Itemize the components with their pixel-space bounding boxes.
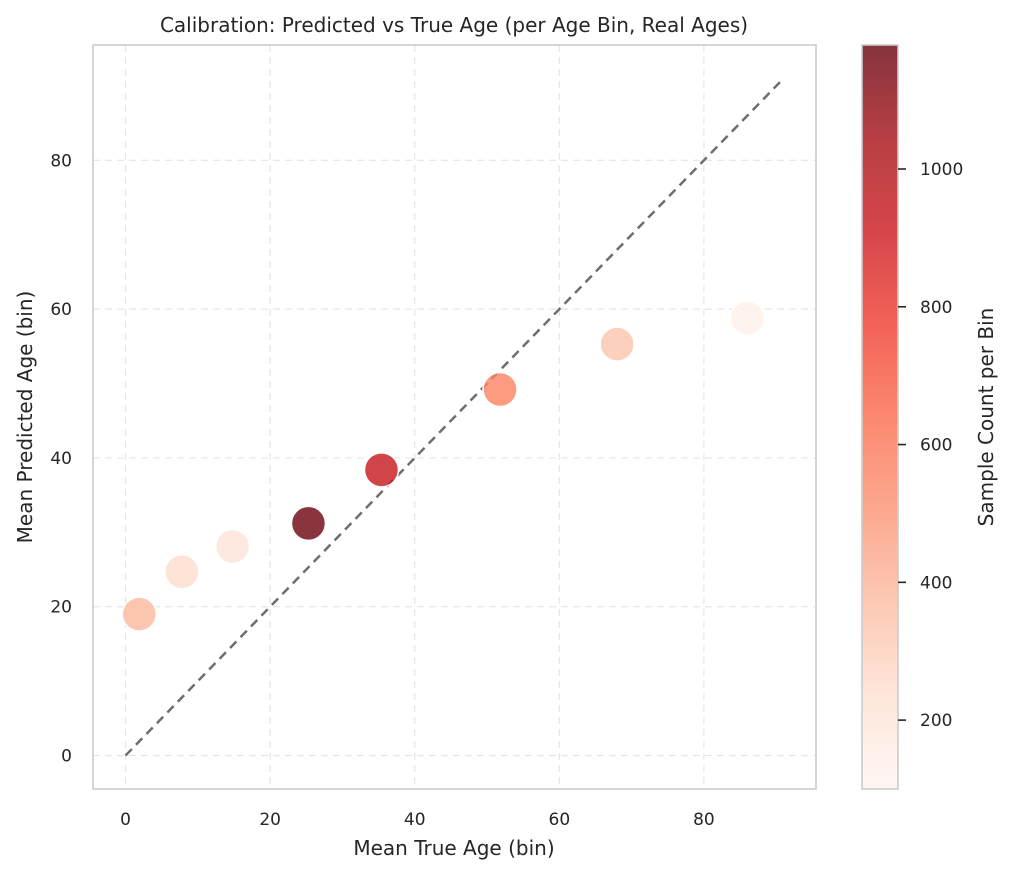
data-point — [121, 596, 158, 632]
colorbar-tick-label: 200 — [920, 711, 952, 731]
x-axis-label: Mean True Age (bin) — [353, 836, 554, 860]
data-point — [290, 505, 327, 542]
chart-title: Calibration: Predicted vs True Age (per … — [160, 13, 748, 37]
x-tick-label: 40 — [404, 810, 426, 830]
y-axis-label: Mean Predicted Age (bin) — [13, 291, 37, 544]
x-tick-label: 20 — [259, 810, 281, 830]
colorbar-tick-label: 800 — [920, 298, 952, 318]
y-tick-label: 0 — [61, 747, 72, 767]
colorbar — [862, 45, 898, 789]
y-tick-label: 40 — [50, 449, 72, 469]
colorbar-frame — [861, 44, 899, 790]
data-point — [482, 371, 518, 408]
colorbar-tick-label: 400 — [920, 573, 952, 593]
data-point — [363, 452, 400, 488]
grid-lines — [93, 45, 816, 789]
data-point — [214, 528, 251, 565]
perfect-calibration-line — [124, 79, 783, 757]
colorbar-tick-label: 600 — [920, 436, 952, 456]
x-tick-label: 80 — [693, 810, 715, 830]
x-tick-label: 0 — [120, 810, 131, 830]
colorbar-label: Sample Count per Bin — [974, 308, 998, 527]
data-point — [599, 326, 635, 362]
y-axis-ticks: 0 20 40 60 80 — [50, 151, 72, 766]
scatter-points — [121, 300, 766, 632]
colorbar-tick-label: 1000 — [920, 160, 963, 180]
y-tick-label: 20 — [50, 598, 72, 618]
x-tick-label: 60 — [549, 810, 571, 830]
x-axis-ticks: 0 20 40 60 80 — [120, 810, 715, 830]
data-point — [164, 554, 200, 590]
colorbar-ticks: 200 400 600 800 1000 — [898, 160, 963, 731]
data-point — [729, 300, 766, 336]
y-tick-label: 60 — [50, 300, 72, 320]
plot-frame — [92, 44, 817, 790]
y-tick-label: 80 — [50, 151, 72, 171]
